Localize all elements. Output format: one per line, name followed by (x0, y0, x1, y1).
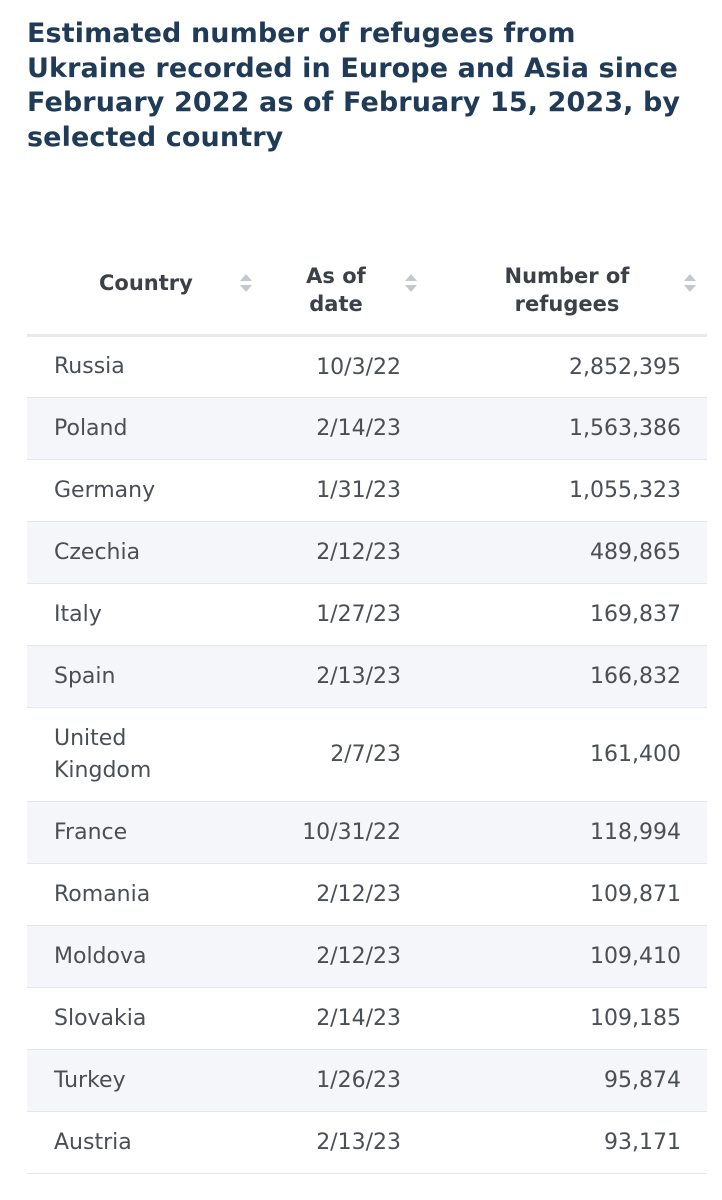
country-cell: Moldova (27, 925, 267, 988)
country-cell: Spain (27, 645, 267, 708)
country-cell: Germany (27, 459, 267, 522)
country-cell: Romania (27, 863, 267, 926)
page-title: Estimated number of refugees from Ukrain… (27, 18, 681, 153)
refugees-cell: 109,871 (427, 863, 707, 926)
refugees-cell: 169,837 (427, 583, 707, 646)
refugees-cell: 95,874 (427, 1049, 707, 1112)
column-header-country[interactable]: Country (27, 232, 267, 337)
date-cell: 2/7/23 (267, 707, 427, 802)
table-row: Austria 2/13/23 93,171 (27, 1111, 707, 1174)
refugee-table-container: Country As of date (27, 232, 707, 1174)
country-cell: Czechia (27, 521, 267, 584)
refugee-table: Country As of date (27, 232, 707, 1174)
refugees-cell: 2,852,395 (427, 335, 707, 398)
date-cell: 1/26/23 (267, 1049, 427, 1112)
date-cell: 2/12/23 (267, 521, 427, 584)
country-cell: Italy (27, 583, 267, 646)
column-header-date-line2: date (309, 292, 363, 316)
sort-updown-icon[interactable] (404, 272, 418, 294)
sort-updown-icon[interactable] (239, 272, 253, 294)
refugees-cell: 93,171 (427, 1111, 707, 1174)
table-row: Spain 2/13/23 166,832 (27, 645, 707, 708)
table-row: France 10/31/22 118,994 (27, 801, 707, 864)
country-cell: Poland (27, 397, 267, 460)
refugees-cell: 118,994 (427, 801, 707, 864)
country-cell: Slovakia (27, 987, 267, 1050)
table-row: United Kingdom 2/7/23 161,400 (27, 707, 707, 802)
table-row: Germany 1/31/23 1,055,323 (27, 459, 707, 522)
refugees-cell: 166,832 (427, 645, 707, 708)
column-header-refugees[interactable]: Number of refugees (427, 232, 707, 337)
table-row: Turkey 1/26/23 95,874 (27, 1049, 707, 1112)
table-header: Country As of date (27, 232, 707, 337)
country-cell: United Kingdom (27, 707, 267, 802)
table-row: Slovakia 2/14/23 109,185 (27, 987, 707, 1050)
column-header-refugees-line1: Number of (504, 264, 630, 288)
table-row: Poland 2/14/23 1,563,386 (27, 397, 707, 460)
refugees-cell: 161,400 (427, 707, 707, 802)
table-row: Romania 2/12/23 109,871 (27, 863, 707, 926)
date-cell: 2/14/23 (267, 987, 427, 1050)
refugees-cell: 109,410 (427, 925, 707, 988)
date-cell: 2/12/23 (267, 863, 427, 926)
refugees-cell: 489,865 (427, 521, 707, 584)
date-cell: 2/14/23 (267, 397, 427, 460)
country-cell: France (27, 801, 267, 864)
column-header-refugees-line2: refugees (514, 292, 620, 316)
country-cell: Russia (27, 335, 267, 398)
date-cell: 1/31/23 (267, 459, 427, 522)
column-header-date-line1: As of (306, 264, 366, 288)
table-row: Italy 1/27/23 169,837 (27, 583, 707, 646)
refugees-cell: 1,055,323 (427, 459, 707, 522)
table-row: Moldova 2/12/23 109,410 (27, 925, 707, 988)
table-row: Russia 10/3/22 2,852,395 (27, 335, 707, 398)
sort-updown-icon[interactable] (683, 272, 697, 294)
date-cell: 2/12/23 (267, 925, 427, 988)
date-cell: 10/3/22 (267, 335, 427, 398)
refugees-cell: 109,185 (427, 987, 707, 1050)
date-cell: 10/31/22 (267, 801, 427, 864)
refugees-cell: 1,563,386 (427, 397, 707, 460)
column-header-country-label: Country (99, 271, 193, 295)
column-header-date[interactable]: As of date (267, 232, 427, 337)
table-row: Czechia 2/12/23 489,865 (27, 521, 707, 584)
date-cell: 2/13/23 (267, 645, 427, 708)
country-cell: Austria (27, 1111, 267, 1174)
date-cell: 2/13/23 (267, 1111, 427, 1174)
table-body: Russia 10/3/22 2,852,395 Poland 2/14/23 … (27, 335, 707, 1174)
country-cell: Turkey (27, 1049, 267, 1112)
date-cell: 1/27/23 (267, 583, 427, 646)
